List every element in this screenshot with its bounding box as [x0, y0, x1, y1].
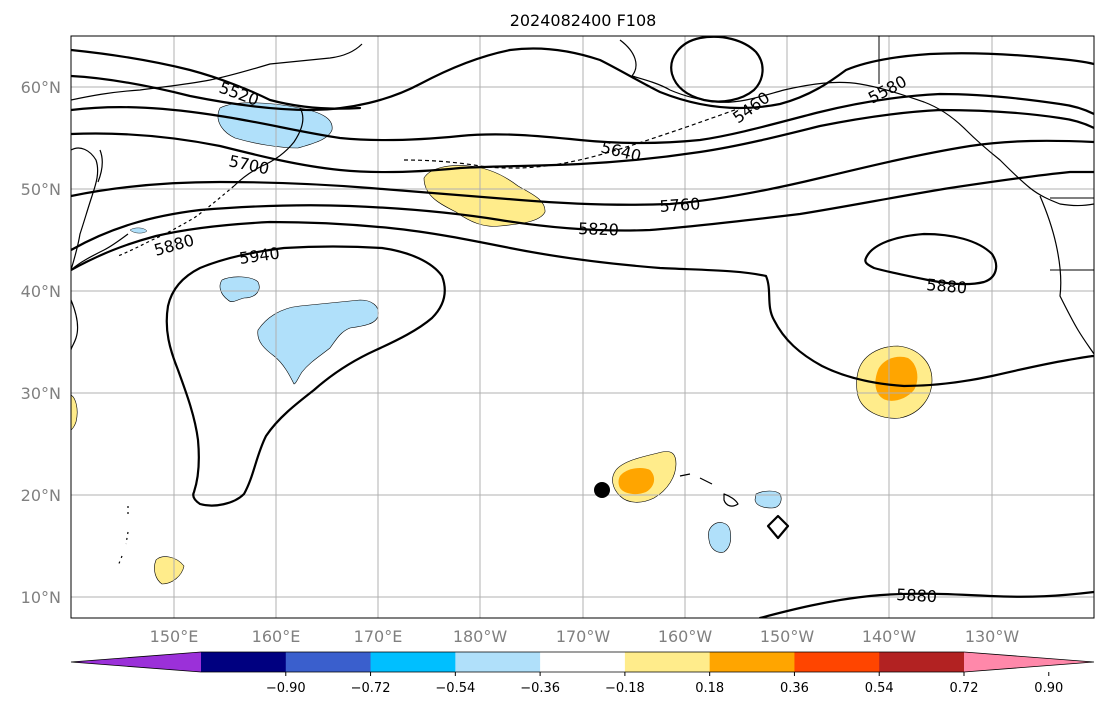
coast-kamchatka: [233, 107, 304, 187]
colorbar-segment: [624, 652, 711, 672]
anomaly-blue-hawaii-east: [754, 490, 782, 509]
lon-label: 170°W: [556, 627, 611, 646]
longitude-labels: 150°E 160°E 170°E 180°W 170°W 160°W 150°…: [150, 627, 1020, 646]
lon-label: 180°W: [453, 627, 508, 646]
colorbar-segment: [455, 652, 541, 672]
colorbar-tick-label: −0.36: [520, 681, 560, 696]
map-border: [70, 35, 1095, 619]
coast-asia: [71, 43, 363, 351]
anomaly-yellow-aleutian: [423, 165, 546, 227]
lon-label: 160°E: [252, 627, 301, 646]
contour-5880-west: [71, 220, 1094, 388]
colorbar: −0.90 −0.72 −0.54 −0.36 −0.18 0.18 0.36 0.54 0.7…: [70, 651, 1095, 696]
anomaly-blue-tiny: [129, 227, 148, 234]
lon-label: 140°W: [862, 627, 917, 646]
coast-islands-west: [117, 506, 129, 567]
contour-5880-loop: [864, 232, 998, 286]
colorbar-segment: [794, 652, 880, 672]
contour-5580: [71, 47, 1094, 112]
contour-5760: [71, 139, 1094, 206]
contour-small-diamond: [766, 514, 790, 540]
colorbar-tick-label: −0.18: [605, 681, 645, 696]
colorbar-extend-min: [71, 652, 201, 672]
anomaly-blue-small-1: [219, 276, 260, 302]
colorbar-tick-label: −0.54: [435, 681, 475, 696]
contour-5940: [165, 245, 446, 507]
latitude-labels: 60°N 50°N 40°N 30°N 20°N 10°N: [21, 78, 61, 607]
colorbar-segment: [540, 652, 626, 672]
colorbar-extend-max: [964, 652, 1094, 672]
contour-5520: [71, 48, 362, 110]
coast-hawaii: [679, 473, 739, 507]
lat-label: 60°N: [21, 78, 61, 97]
colorbar-tick-label: 0.36: [780, 681, 809, 696]
coast-kuril: [117, 185, 235, 257]
colorbar-tick-label: 0.18: [695, 681, 724, 696]
contour-5820: [71, 170, 1094, 252]
colorbar-segment: [709, 652, 795, 672]
anomaly-blue-central: [257, 299, 379, 385]
colorbar-segment: [879, 652, 965, 672]
lon-label: 130°W: [965, 627, 1020, 646]
colorbar-tick-label: 0.72: [950, 681, 979, 696]
colorbar-segment: [370, 652, 456, 672]
positive-anomaly-regions: [71, 165, 933, 585]
height-contours: [71, 36, 1094, 618]
colorbar-tick-label: −0.72: [351, 681, 391, 696]
lat-label: 50°N: [21, 180, 61, 199]
colorbar-tick-label: 0.54: [865, 681, 894, 696]
coast-japan-tip: [71, 233, 129, 271]
contour-5880-south: [758, 590, 1094, 618]
location-marker: [594, 482, 610, 498]
anomaly-orange-east: [875, 356, 918, 401]
coast-aleutians: [403, 107, 741, 169]
lon-label: 150°W: [760, 627, 815, 646]
anomaly-yellow-small-south: [154, 556, 185, 585]
coast-alaska: [619, 39, 1094, 207]
lat-label: 30°N: [21, 384, 61, 403]
lon-label: 170°E: [354, 627, 403, 646]
lat-label: 10°N: [21, 588, 61, 607]
coast-bc: [1039, 195, 1094, 355]
lon-label: 160°W: [658, 627, 713, 646]
anomaly-blue-hawaii-south: [708, 522, 732, 553]
coastlines: [71, 36, 1094, 567]
contour-5640: [71, 92, 1094, 145]
lon-label: 150°E: [150, 627, 199, 646]
contour-label: 5820: [578, 219, 619, 239]
lat-label: 20°N: [21, 486, 61, 505]
colorbar-tick-label: 0.90: [1034, 681, 1063, 696]
anomaly-orange-hawaii: [618, 468, 655, 495]
contour-label: 5880: [896, 585, 938, 606]
colorbar-segment: [285, 652, 372, 672]
contour-5460: [670, 36, 764, 103]
colorbar-segment: [201, 652, 287, 672]
contour-label: 5760: [659, 194, 701, 216]
map-title: 2024082400 F108: [510, 11, 657, 30]
colorbar-tick-label: −0.90: [266, 681, 306, 696]
contour-label: 5880: [926, 275, 968, 297]
contour-5700: [71, 108, 1094, 174]
colorbar-outline: [70, 651, 1095, 673]
lat-label: 40°N: [21, 282, 61, 301]
